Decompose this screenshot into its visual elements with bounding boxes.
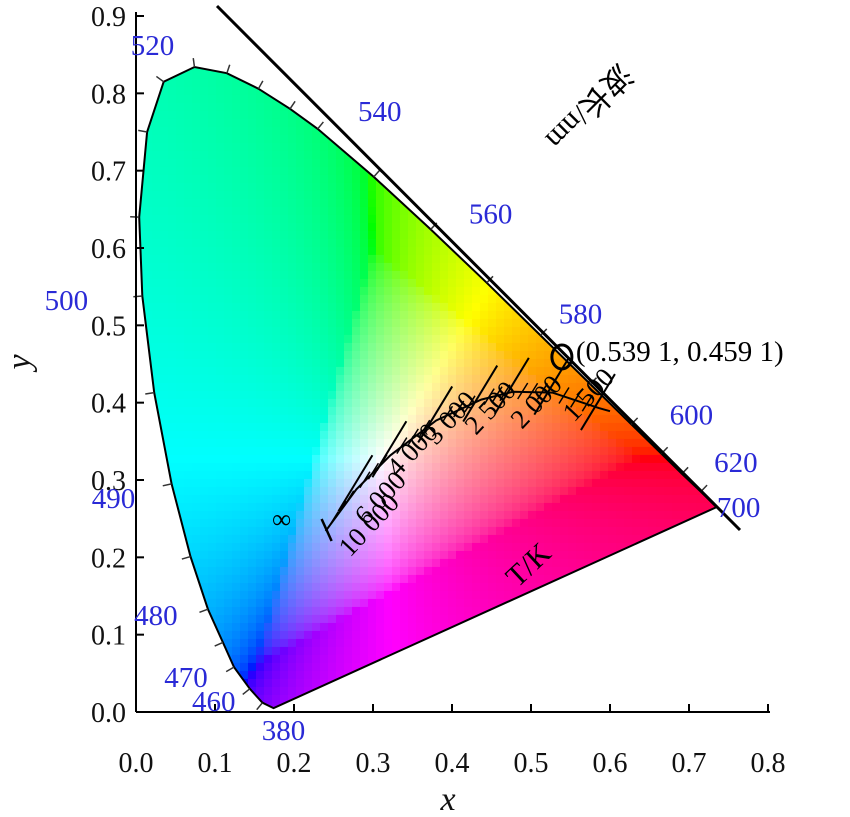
wavelength-label-480: 480 — [134, 600, 178, 632]
x-ticks: 0.0 0.1 0.2 0.3 0.4 0.5 0.6 0.7 0.8 — [119, 704, 786, 779]
temperature-label: ∞ — [272, 504, 291, 534]
x-tick-label: 0.6 — [593, 748, 628, 779]
wavelength-label-620: 620 — [714, 447, 758, 479]
wavelength-label-600: 600 — [670, 399, 714, 431]
x-tick-label: 0.4 — [435, 748, 470, 779]
tangent-line — [215, 4, 742, 532]
wavelength-label-380: 380 — [262, 715, 306, 747]
y-tick-label: 0.9 — [91, 2, 126, 33]
wavelength-label-460: 460 — [192, 686, 236, 718]
x-tick-label: 0.0 — [119, 748, 154, 779]
y-ticks: 0.0 0.1 0.2 0.3 0.4 0.5 0.6 0.7 0.8 0.9 — [91, 2, 144, 729]
y-tick-label: 0.1 — [91, 621, 126, 652]
x-tick-label: 0.7 — [672, 748, 707, 779]
x-axis-title: x — [439, 781, 455, 817]
wavelength-label-540: 540 — [358, 96, 402, 128]
y-tick-label: 0.7 — [91, 157, 126, 188]
wavelength-label-500: 500 — [45, 285, 89, 317]
y-axis-title: y — [1, 354, 38, 373]
wavelength-label-520: 520 — [131, 30, 175, 62]
wavelength-label-580: 580 — [559, 298, 603, 330]
marked-point-label: (0.539 1, 0.459 1) — [576, 336, 784, 368]
wavelength-label-700: 700 — [717, 492, 761, 524]
y-tick-label: 0.0 — [91, 698, 126, 729]
x-tick-label: 0.5 — [514, 748, 549, 779]
wavelength-label-560: 560 — [469, 198, 513, 230]
wavelength-axis-label: 波长/nm — [539, 57, 638, 156]
y-tick-label: 0.2 — [91, 543, 126, 574]
y-tick-label: 0.5 — [91, 311, 126, 342]
y-tick-label: 0.6 — [91, 234, 126, 265]
marked-point-circle — [550, 343, 574, 371]
x-tick-label: 0.2 — [277, 748, 312, 779]
x-tick-label: 0.1 — [198, 748, 233, 779]
x-tick-label: 0.8 — [751, 748, 786, 779]
x-tick-label: 0.3 — [356, 748, 391, 779]
y-tick-label: 0.3 — [91, 466, 126, 497]
wavelength-label-470: 470 — [164, 662, 208, 694]
spectral-locus-ticks — [130, 58, 708, 711]
planckian-locus-ticks — [320, 357, 616, 542]
y-tick-label: 0.8 — [91, 79, 126, 110]
gamut-fill — [139, 67, 717, 709]
planckian-locus-curve — [324, 390, 611, 532]
y-tick-label: 0.4 — [91, 389, 126, 420]
wavelength-label-490: 490 — [92, 483, 136, 515]
